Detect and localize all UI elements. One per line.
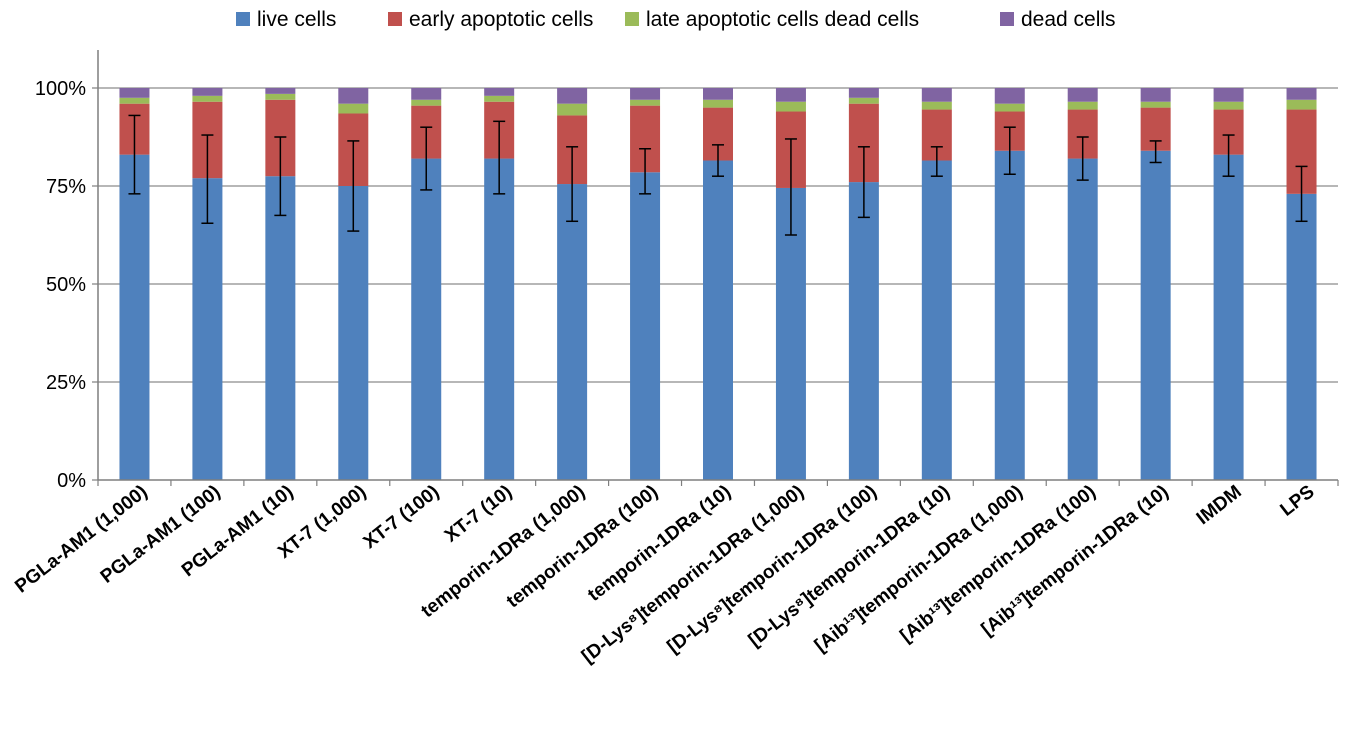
- bar-dead-cells: [994, 88, 1025, 104]
- x-tick-label: XT-7 (100): [360, 481, 444, 553]
- legend-label-early-apoptotic-cells: early apoptotic cells: [409, 8, 593, 31]
- legend-swatch-dead-cells: [1000, 12, 1014, 26]
- bar-live-cells: [703, 160, 733, 480]
- bar-late-apoptotic-cells-dead-cells: [265, 93, 296, 100]
- bar-live-cells: [1213, 154, 1244, 480]
- bar-late-apoptotic-cells-dead-cells: [338, 103, 369, 114]
- bar-live-cells: [1286, 193, 1317, 480]
- legend-swatch-late-apoptotic-cells-dead-cells: [625, 12, 639, 26]
- bar-live-cells: [338, 186, 369, 480]
- bar-live-cells: [775, 187, 806, 480]
- x-tick-label: PGLa-AM1 (1,000): [11, 481, 151, 597]
- bar-dead-cells: [557, 88, 588, 104]
- y-axis-ticks: 0% 25% 50% 75% 100%: [35, 78, 98, 492]
- bar-dead-cells: [1140, 88, 1171, 102]
- bar-late-apoptotic-cells-dead-cells: [994, 103, 1025, 112]
- bar-live-cells: [411, 158, 442, 480]
- bar-dead-cells: [411, 88, 442, 100]
- error-bars: [128, 114, 1308, 236]
- x-tick-label: PGLa-AM1 (100): [97, 481, 225, 587]
- bar-dead-cells: [338, 88, 369, 104]
- bar-late-apoptotic-cells-dead-cells: [557, 103, 588, 116]
- bar-late-apoptotic-cells-dead-cells: [921, 101, 952, 110]
- bar-late-apoptotic-cells-dead-cells: [119, 97, 150, 104]
- bar-group: [119, 88, 1317, 481]
- axes: [97, 50, 1339, 486]
- bar-live-cells: [630, 172, 661, 480]
- bar-dead-cells: [1286, 88, 1317, 100]
- bar-dead-cells: [265, 88, 296, 94]
- bar-live-cells: [265, 176, 296, 480]
- legend-label-dead-cells: dead cells: [1021, 8, 1116, 31]
- x-tick-label: LPS: [1277, 481, 1319, 520]
- bar-live-cells: [484, 158, 515, 480]
- bar-dead-cells: [119, 88, 150, 98]
- bar-live-cells: [994, 150, 1025, 480]
- bar-dead-cells: [848, 88, 879, 98]
- bar-late-apoptotic-cells-dead-cells: [192, 95, 223, 102]
- bar-dead-cells: [484, 88, 515, 96]
- bar-late-apoptotic-cells-dead-cells: [630, 99, 661, 106]
- bar-dead-cells: [1213, 88, 1244, 102]
- y-tick-label: 100%: [35, 78, 86, 100]
- bar-live-cells: [119, 154, 150, 480]
- bar-dead-cells: [630, 88, 661, 100]
- bar-dead-cells: [1067, 88, 1098, 102]
- x-tick-label: IMDM: [1193, 481, 1246, 529]
- bar-dead-cells: [703, 88, 733, 100]
- y-tick-label: 50%: [46, 274, 86, 296]
- bar-live-cells: [1140, 150, 1171, 480]
- bar-late-apoptotic-cells-dead-cells: [411, 99, 442, 106]
- chart-legend: live cells early apoptotic cells late apop…: [236, 8, 1116, 31]
- bar-live-cells: [848, 182, 879, 480]
- legend-swatch-live-cells: [236, 12, 250, 26]
- legend-swatch-early-apoptotic-cells: [388, 12, 402, 26]
- bar-live-cells: [921, 160, 952, 480]
- bar-late-apoptotic-cells-dead-cells: [1140, 101, 1171, 108]
- y-tick-label: 75%: [46, 176, 86, 198]
- bar-late-apoptotic-cells-dead-cells: [484, 95, 515, 102]
- bar-late-apoptotic-cells-dead-cells: [848, 97, 879, 104]
- bar-dead-cells: [921, 88, 952, 102]
- bar-dead-cells: [192, 88, 223, 96]
- bar-late-apoptotic-cells-dead-cells: [1067, 101, 1098, 110]
- x-axis-ticks: PGLa-AM1 (1,000)PGLa-AM1 (100)PGLa-AM1 (…: [11, 481, 1318, 667]
- bar-late-apoptotic-cells-dead-cells: [703, 99, 733, 108]
- bar-late-apoptotic-cells-dead-cells: [775, 101, 806, 112]
- bar-late-apoptotic-cells-dead-cells: [1213, 101, 1244, 110]
- bar-live-cells: [1067, 158, 1098, 480]
- y-tick-label: 0%: [57, 470, 86, 492]
- bar-dead-cells: [775, 88, 806, 102]
- bar-live-cells: [557, 184, 588, 481]
- legend-label-late-apoptotic-cells-dead-cells: late apoptotic cells dead cells: [646, 8, 919, 31]
- bar-live-cells: [192, 178, 223, 480]
- legend-label-live-cells: live cells: [257, 8, 336, 31]
- y-tick-label: 25%: [46, 372, 86, 394]
- bar-late-apoptotic-cells-dead-cells: [1286, 99, 1317, 110]
